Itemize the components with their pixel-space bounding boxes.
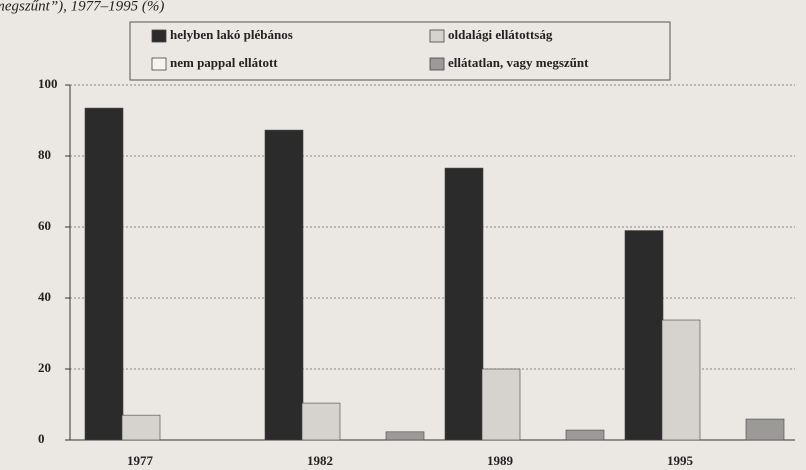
y-tick-label: 20: [38, 360, 51, 375]
bar: [444, 167, 484, 441]
legend-box: [129, 21, 671, 81]
bar: [84, 107, 124, 441]
chart-title: megszűnt”), 1977–1995 (%): [0, 0, 164, 14]
x-tick-label: 1977: [127, 453, 154, 468]
legend-swatch: [429, 29, 445, 43]
y-tick-label: 60: [38, 218, 51, 233]
bar: [661, 319, 701, 441]
y-tick-label: 0: [38, 431, 45, 446]
legend-label: ellátatlan, vagy megszűnt: [448, 55, 589, 70]
legend-swatch: [429, 57, 445, 71]
x-tick-label: 1995: [667, 453, 694, 468]
y-tick-label: 100: [38, 76, 58, 91]
y-tick-label: 80: [38, 147, 51, 162]
legend-label: oldalági ellátottság: [448, 27, 553, 42]
legend-swatch: [151, 29, 167, 43]
x-tick-label: 1982: [307, 453, 333, 468]
y-tick-label: 40: [38, 289, 51, 304]
bar: [565, 429, 605, 441]
bar: [121, 414, 161, 441]
bar: [481, 368, 521, 441]
bar: [624, 230, 664, 441]
bar: [264, 129, 304, 441]
legend-label: nem pappal ellátott: [170, 55, 278, 70]
bar: [745, 418, 785, 441]
x-tick-label: 1989: [487, 453, 514, 468]
bar: [301, 402, 341, 441]
bar: [385, 431, 425, 441]
legend-swatch: [151, 57, 167, 71]
legend-label: helyben lakó plébános: [170, 27, 293, 42]
